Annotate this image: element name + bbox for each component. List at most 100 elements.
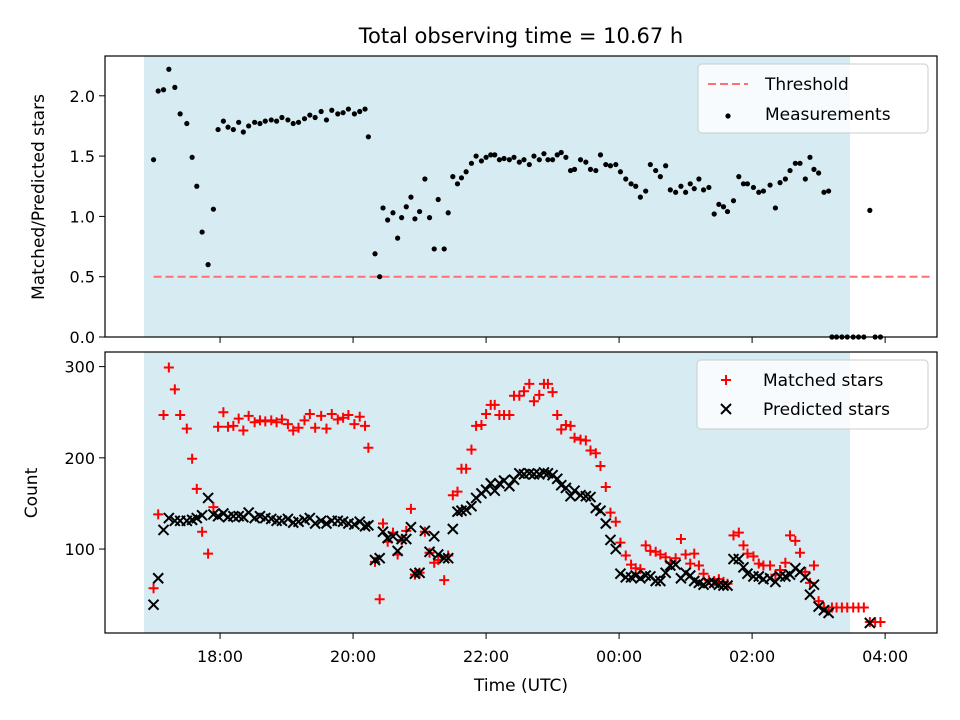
measurement-point: [184, 120, 190, 127]
measurement-point: [667, 187, 673, 193]
measurement-point: [628, 181, 634, 187]
predicted-point: [804, 588, 816, 601]
bottom-y-label: Count: [22, 467, 42, 518]
predicted-point: [604, 534, 617, 546]
predicted-point: [395, 533, 408, 545]
predicted-point: [419, 525, 431, 537]
measurement-point: [536, 157, 542, 163]
y-tick-label: 1.0: [70, 207, 95, 226]
measurement-point: [787, 167, 793, 174]
predicted-point: [362, 519, 375, 532]
measurement-point: [563, 154, 569, 160]
matched-point: [228, 420, 239, 431]
measurement-point: [867, 207, 873, 213]
measurement-point: [279, 114, 285, 121]
measurement-point: [678, 183, 684, 189]
measurement-point: [724, 208, 731, 215]
matched-point: [753, 558, 764, 569]
x-tick-label: 02:00: [729, 647, 775, 666]
matched-point: [790, 535, 801, 546]
matched-point: [635, 564, 646, 575]
top-y-ticks: 0.0 0.5 1.0 1.5 2.0: [70, 87, 105, 347]
matched-point: [800, 566, 811, 577]
matched-point: [181, 423, 192, 434]
matched-point: [640, 540, 651, 551]
top-axes-frame: [104, 55, 938, 338]
matched-point: [813, 596, 824, 607]
measurement-point: [262, 118, 268, 124]
measurement-point: [740, 181, 747, 187]
measurement-point: [511, 154, 517, 160]
matched-point: [238, 425, 249, 436]
matched-point: [405, 503, 416, 514]
predicted-point: [359, 520, 371, 532]
measurement-point: [273, 118, 280, 124]
measurement-point: [412, 216, 418, 222]
measurement-point: [426, 215, 433, 221]
legend-label-matched: Matched stars: [763, 371, 883, 391]
matched-point: [332, 414, 343, 425]
matched-point: [775, 565, 786, 576]
matched-point: [304, 409, 315, 420]
measurement-point: [526, 161, 532, 168]
legend-label-threshold: Threshold: [764, 75, 849, 95]
matched-point: [233, 413, 244, 424]
measurement-point: [711, 211, 717, 217]
measurement-point: [335, 111, 341, 117]
measurement-point: [687, 181, 693, 187]
top-legend-box: [697, 63, 929, 134]
measurement-point: [390, 210, 396, 216]
measurement-point: [408, 194, 414, 200]
predicted-point: [614, 567, 627, 580]
predicted-point: [377, 526, 389, 538]
top-panel: 0.00.51.01.52.0 Matched/Predicted stars …: [29, 55, 938, 347]
measurement-point: [372, 251, 378, 257]
predicted-point: [551, 473, 563, 485]
matched-point: [780, 557, 791, 568]
matched-point: [808, 560, 819, 571]
matched-point: [360, 420, 371, 431]
measurement-point: [435, 196, 441, 203]
measurement-point: [767, 182, 773, 188]
matched-point: [524, 378, 535, 389]
y-tick-label: 200: [64, 449, 95, 468]
measurement-point: [567, 167, 574, 174]
predicted-point: [391, 545, 404, 557]
measurement-point: [554, 152, 560, 158]
matched-point: [610, 516, 621, 527]
predicted-point: [405, 521, 417, 533]
bottom-panel: 100 200 300 18:00 20:00 22:00 00:00 02:00 04:00…: [22, 351, 938, 666]
matched-point: [680, 549, 691, 560]
matched-point: [293, 422, 304, 433]
measurement-point: [357, 108, 363, 115]
matched-point: [208, 502, 219, 513]
top-x-ticks: [219, 337, 886, 343]
measurement-point: [597, 152, 604, 158]
measurement-point: [816, 170, 822, 176]
measurement-point: [351, 111, 358, 117]
measurement-point: [416, 208, 423, 215]
predicted-point: [717, 579, 730, 592]
matched-point: [685, 558, 696, 569]
measurement-point: [756, 189, 762, 195]
measurement-point: [549, 157, 556, 163]
measurement-point: [478, 158, 485, 164]
matched-point: [299, 415, 310, 426]
predicted-point: [733, 553, 745, 565]
x-tick-label: 22:00: [463, 647, 509, 666]
predicted-point: [432, 548, 444, 561]
matched-point: [689, 548, 700, 559]
measurement-point: [720, 204, 727, 210]
matched-point: [243, 410, 254, 421]
x-tick-label: 18:00: [197, 647, 243, 666]
measurement-point: [172, 84, 178, 90]
measurement-point: [744, 181, 751, 187]
measurement-point: [431, 246, 437, 252]
matched-point: [528, 396, 539, 407]
matched-point: [698, 568, 709, 579]
measurement-point: [663, 163, 669, 169]
measurement-point: [772, 205, 778, 211]
predicted-point: [485, 477, 497, 490]
predicted-point: [568, 484, 581, 497]
